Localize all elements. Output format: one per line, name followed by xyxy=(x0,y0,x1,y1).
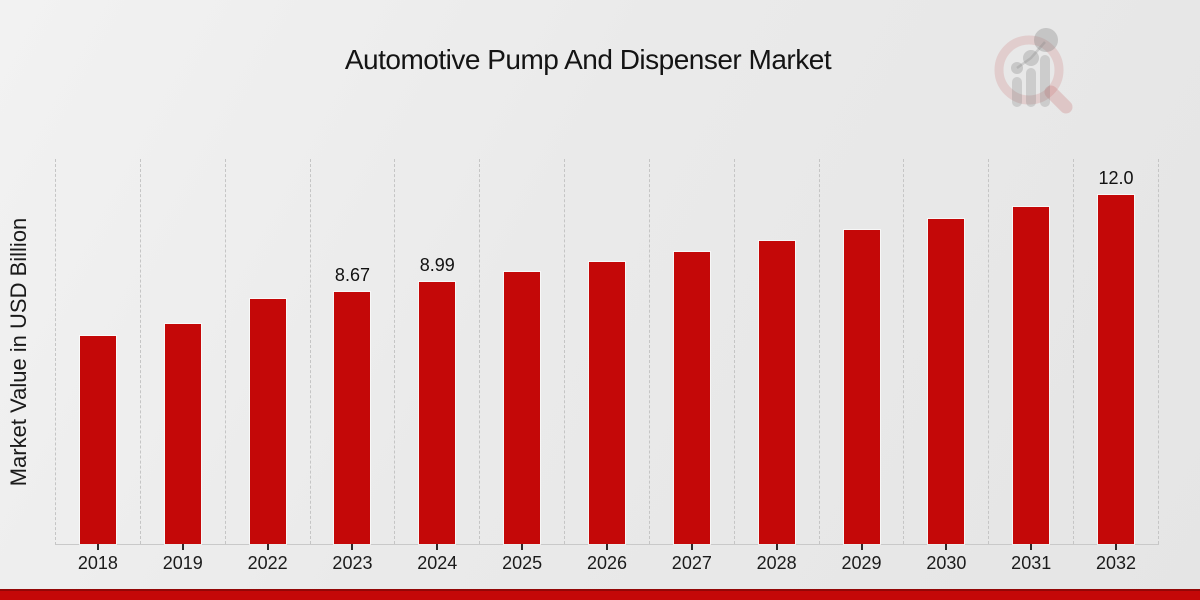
bar-2022 xyxy=(249,299,286,544)
x-axis-tick-2031 xyxy=(1030,544,1033,550)
x-tick-label-2024: 2024 xyxy=(417,553,458,573)
category-slot-2018: 2018 xyxy=(56,159,141,573)
x-axis-tick-2024 xyxy=(436,544,439,550)
category-slot-2025: 2025 xyxy=(480,159,566,573)
bar-chart-icon xyxy=(1012,55,1050,107)
x-axis-tick-2029 xyxy=(860,544,863,550)
x-tick-label-2032: 2032 xyxy=(1096,553,1137,573)
bar-2018 xyxy=(79,336,116,544)
bar-2026 xyxy=(588,262,625,544)
x-axis-tick-2032 xyxy=(1115,544,1118,550)
x-tick-label-2026: 2026 xyxy=(586,553,628,573)
category-slot-2023: 8.67 2023 xyxy=(311,159,396,573)
x-axis-tick-2027 xyxy=(690,544,693,550)
category-slot-2019: 2019 xyxy=(141,159,226,573)
x-tick-label-2030: 2030 xyxy=(926,553,967,573)
x-tick-label-2028: 2028 xyxy=(756,553,797,573)
bar-2032 xyxy=(1098,195,1135,544)
x-axis-tick-2028 xyxy=(775,544,778,550)
x-tick-label-2022: 2022 xyxy=(247,553,288,573)
category-slot-2030: 2030 xyxy=(904,159,990,573)
bottom-accent-bar xyxy=(0,589,1200,600)
mrfr-logo-watermark xyxy=(994,28,1073,114)
x-axis-tick-2030 xyxy=(945,544,948,550)
category-slot-2022: 2022 xyxy=(226,159,311,573)
x-axis-tick-2023 xyxy=(351,544,354,550)
x-tick-label-2027: 2027 xyxy=(671,553,712,573)
trend-line-icon xyxy=(1011,28,1058,74)
bar-2028 xyxy=(758,241,795,544)
y-axis-label: Market Value in USD Billion xyxy=(6,217,31,487)
bar-2030 xyxy=(928,219,965,544)
category-slot-2026: 2026 xyxy=(565,159,650,573)
bar-2029 xyxy=(843,230,880,544)
chart-title: Automotive Pump And Dispenser Market xyxy=(344,44,832,75)
x-tick-label-2019: 2019 xyxy=(162,553,203,573)
bar-2024 xyxy=(419,282,456,544)
category-slot-2028: 2028 xyxy=(735,159,820,573)
x-tick-label-2023: 2023 xyxy=(332,553,373,573)
x-axis-tick-2026 xyxy=(605,544,608,550)
category-slot-2031: 2031 xyxy=(989,159,1075,573)
bar-2031 xyxy=(1013,207,1050,544)
bar-2023 xyxy=(334,292,371,544)
category-slot-2029: 2029 xyxy=(820,159,905,573)
x-axis-tick-2025 xyxy=(521,544,524,550)
x-tick-label-2031: 2031 xyxy=(1011,553,1052,573)
plot-area: 2018 2019 2022 8.67 2023 8.99 2024 2025 2026 2027… xyxy=(55,159,1159,573)
bar-2019 xyxy=(164,324,201,544)
x-tick-label-2018: 2018 xyxy=(77,553,118,573)
x-tick-label-2029: 2029 xyxy=(841,553,882,573)
x-axis-tick-2019 xyxy=(181,544,184,550)
category-slot-2032: 12.0 2032 xyxy=(1074,159,1159,573)
x-axis-tick-2022 xyxy=(266,544,269,550)
category-slot-2027: 2027 xyxy=(650,159,735,573)
data-label-2024: 8.99 xyxy=(419,255,455,275)
data-label-2032: 12.0 xyxy=(1098,168,1134,188)
data-label-2023: 8.67 xyxy=(334,265,370,285)
magnifier-icon xyxy=(994,35,1073,114)
bar-2027 xyxy=(673,252,710,544)
bar-2025 xyxy=(504,272,541,544)
category-slot-2024: 8.99 2024 xyxy=(395,159,481,573)
x-axis-tick-2018 xyxy=(96,544,99,550)
x-tick-label-2025: 2025 xyxy=(502,553,543,573)
